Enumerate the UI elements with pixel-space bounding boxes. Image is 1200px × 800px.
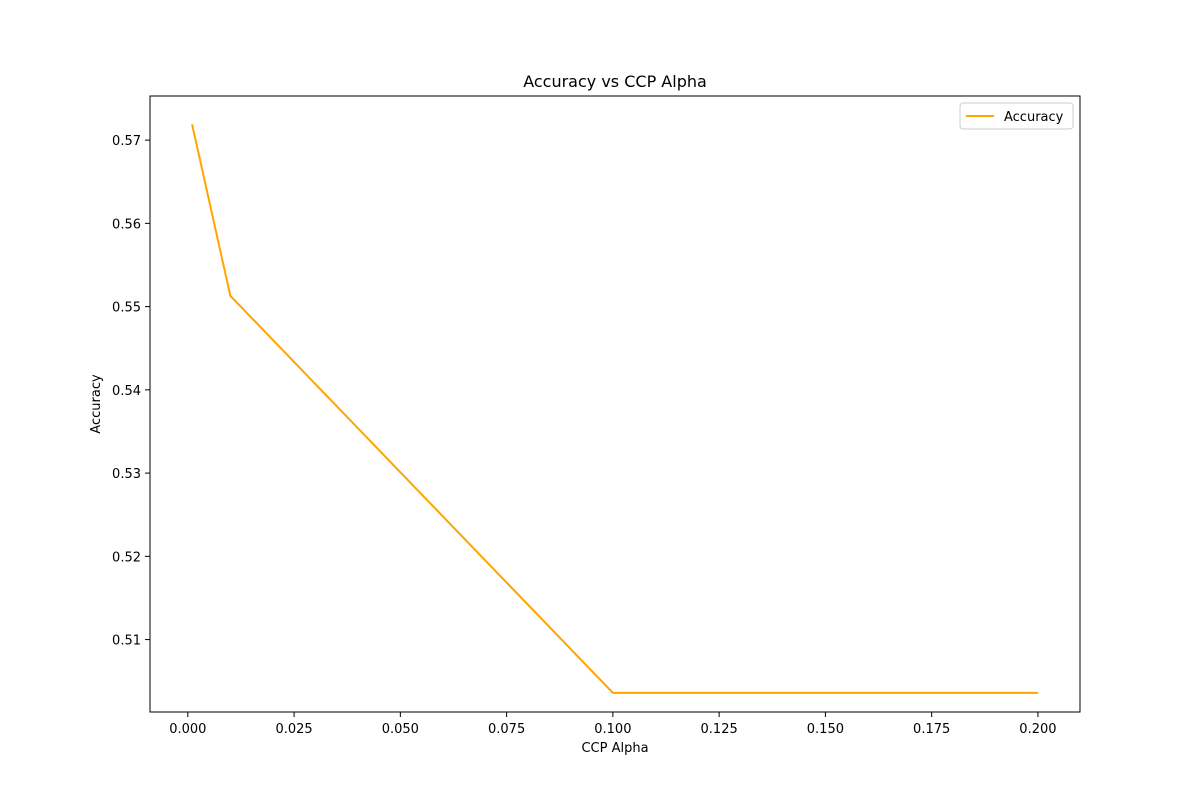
y-axis-ticks: 0.51 0.52 0.53 0.54 0.55 0.56 0.57 (112, 134, 150, 649)
y-axis-label: Accuracy (89, 374, 104, 434)
x-tick-label: 0.050 (382, 722, 419, 737)
y-tick-label: 0.55 (112, 301, 141, 316)
x-tick-label: 0.025 (275, 722, 312, 737)
legend-box (959, 102, 1074, 130)
x-axis-ticks: 0.000 0.025 0.050 0.075 0.100 0.125 0.150 0.175… (169, 712, 1057, 737)
series-layer (191, 124, 1038, 694)
plot-frame (149, 95, 1081, 713)
chart-title: Accuracy vs CCP Alpha (523, 72, 707, 91)
x-axis-label: CCP Alpha (581, 741, 648, 756)
y-tick-label: 0.53 (112, 467, 141, 482)
x-tick-label: 0.000 (169, 722, 206, 737)
x-tick-label: 0.175 (913, 722, 950, 737)
y-tick-label: 0.54 (112, 384, 141, 399)
y-tick-label: 0.51 (112, 634, 141, 649)
y-tick-label: 0.56 (112, 217, 141, 232)
series-line-accuracy (191, 124, 1038, 694)
x-tick-label: 0.100 (594, 722, 631, 737)
legend: Accuracy (959, 102, 1074, 130)
x-tick-label: 0.125 (701, 722, 738, 737)
x-tick-label: 0.075 (488, 722, 525, 737)
x-tick-label: 0.200 (1019, 722, 1056, 737)
y-tick-label: 0.52 (112, 550, 141, 565)
y-tick-label: 0.57 (112, 134, 141, 149)
x-tick-label: 0.150 (807, 722, 844, 737)
legend-label-accuracy: Accuracy (1004, 110, 1064, 125)
